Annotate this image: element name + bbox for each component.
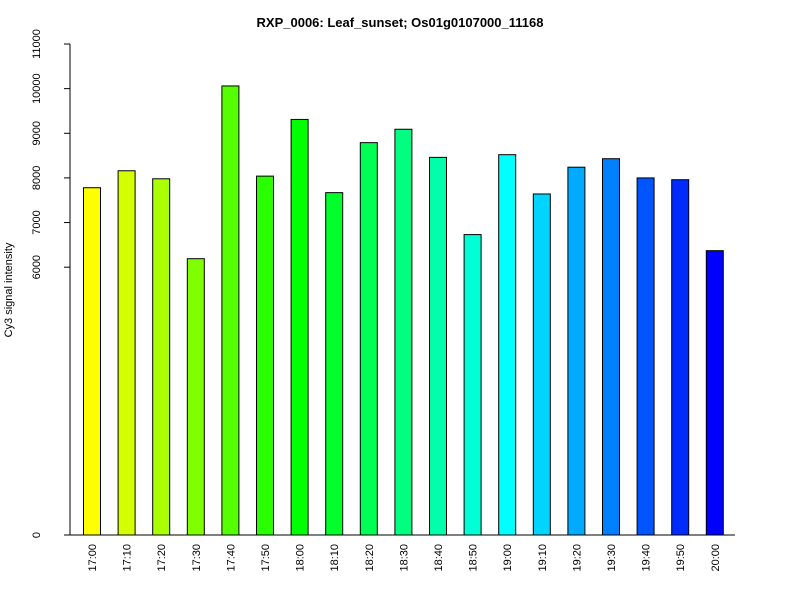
bar-1750 bbox=[256, 175, 274, 536]
x-tick-label: 19:10 bbox=[537, 544, 549, 572]
bar-1950 bbox=[671, 179, 690, 536]
bars bbox=[83, 85, 724, 536]
bar-1730 bbox=[186, 258, 205, 536]
x-tick-label: 19:50 bbox=[675, 544, 687, 572]
y-axis-label: Cy3 signal intensity bbox=[3, 242, 15, 337]
bar-1910 bbox=[532, 193, 551, 536]
bar-1800 bbox=[290, 118, 309, 536]
bar-1820 bbox=[359, 142, 378, 536]
x-tick-label: 17:40 bbox=[225, 544, 237, 572]
x-tick-label: 18:30 bbox=[398, 544, 410, 572]
chart-title: RXP_0006: Leaf_sunset; Os01g0107000_1116… bbox=[257, 15, 544, 30]
x-axis-ticks: 17:00 17:10 17:20 17:30 17:40 17:50 18:00 18:10… bbox=[87, 544, 722, 572]
x-tick-label: 17:10 bbox=[122, 544, 134, 572]
x-tick-label: 17:30 bbox=[191, 544, 203, 572]
x-tick-label: 17:50 bbox=[260, 544, 272, 572]
y-tick-label: 10000 bbox=[31, 73, 43, 104]
bar-1740 bbox=[221, 85, 240, 536]
y-tick-label: 7000 bbox=[31, 210, 43, 234]
bar-1940 bbox=[636, 177, 655, 536]
bar-1810 bbox=[325, 192, 344, 536]
bar-1900 bbox=[498, 154, 517, 536]
bar-1710 bbox=[117, 170, 136, 536]
x-tick-label: 18:50 bbox=[468, 544, 480, 572]
x-tick-label: 19:30 bbox=[606, 544, 618, 572]
bar-1830 bbox=[394, 128, 413, 536]
bar-1720 bbox=[152, 178, 171, 536]
y-tick-label: 8000 bbox=[31, 166, 43, 190]
x-tick-label: 17:20 bbox=[156, 544, 168, 572]
bar-1840 bbox=[429, 156, 447, 536]
bar-2000 bbox=[705, 250, 724, 536]
x-tick-label: 19:20 bbox=[571, 544, 583, 572]
x-tick-label: 17:00 bbox=[87, 544, 99, 572]
x-tick-label: 19:40 bbox=[641, 544, 653, 572]
x-tick-label: 18:40 bbox=[433, 544, 445, 572]
x-tick-label: 19:00 bbox=[502, 544, 514, 572]
x-tick-label: 18:20 bbox=[364, 544, 376, 572]
bar-1920 bbox=[567, 166, 586, 536]
bar-1850 bbox=[463, 234, 482, 536]
y-axis-ticks: 0 6000 7000 8000 9000 10000 11000 bbox=[31, 29, 70, 538]
x-tick-label: 18:10 bbox=[329, 544, 341, 572]
bar-1700 bbox=[83, 187, 101, 536]
y-tick-label: 6000 bbox=[31, 255, 43, 279]
y-tick-label: 9000 bbox=[31, 121, 43, 145]
y-tick-label: 0 bbox=[31, 532, 43, 538]
x-tick-label: 20:00 bbox=[710, 544, 722, 572]
bar-1930 bbox=[602, 158, 620, 536]
x-tick-label: 18:00 bbox=[295, 544, 307, 572]
y-tick-label: 11000 bbox=[31, 29, 43, 59]
